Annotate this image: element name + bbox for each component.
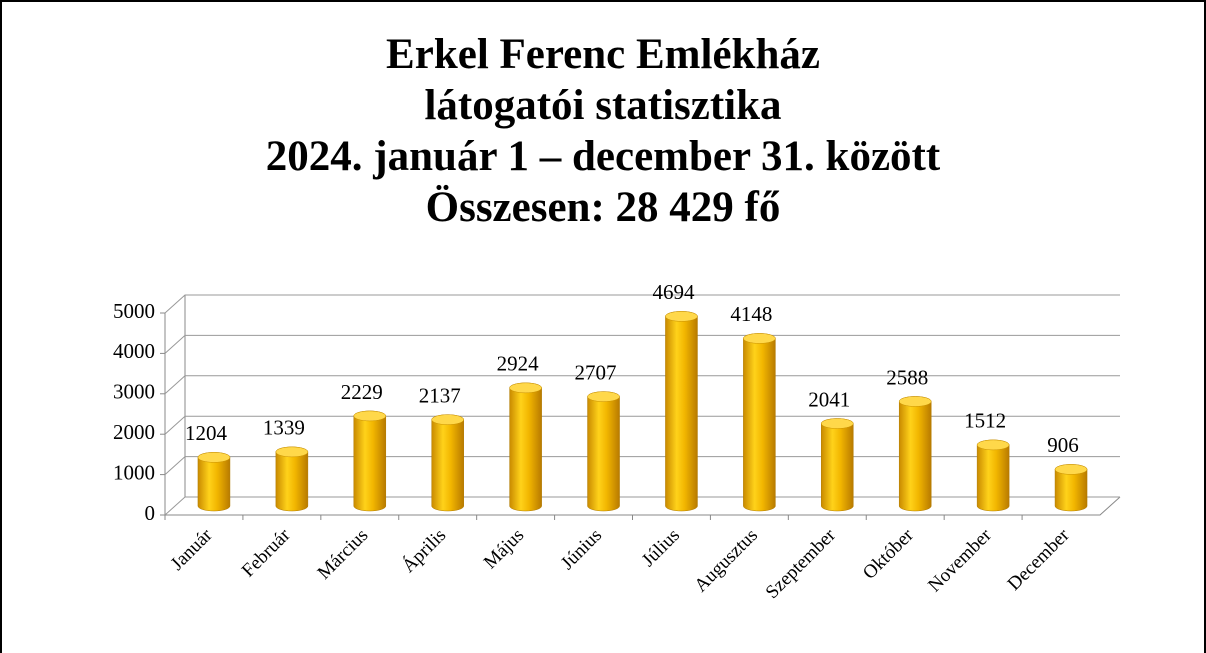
y-tick-label: 3000 bbox=[113, 380, 155, 404]
value-label: 1204 bbox=[185, 421, 228, 445]
bar bbox=[587, 391, 620, 512]
bar-cap bbox=[353, 410, 387, 422]
value-label: 2137 bbox=[419, 383, 461, 407]
bar-cap bbox=[431, 414, 464, 425]
x-tick-label: Március bbox=[314, 525, 373, 584]
x-tick-label: Szeptember bbox=[762, 524, 841, 603]
value-label: 1339 bbox=[263, 416, 305, 440]
bar-cap bbox=[976, 439, 1010, 451]
value-label: 2041 bbox=[808, 387, 850, 411]
chart-title: Összesen: 28 429 fő bbox=[426, 184, 781, 231]
grid-line bbox=[164, 294, 1120, 314]
x-tick-label: Február bbox=[238, 524, 295, 581]
bar-cap bbox=[587, 391, 620, 402]
x-tick-label: Április bbox=[397, 524, 450, 577]
value-label: 906 bbox=[1047, 433, 1079, 457]
x-tick-label: Június bbox=[557, 525, 606, 574]
bar bbox=[898, 396, 932, 512]
value-label: 1512 bbox=[964, 409, 1006, 433]
bar-cap bbox=[509, 382, 542, 394]
grid-line bbox=[164, 496, 1120, 516]
grid-line bbox=[164, 456, 1120, 475]
bar-cap bbox=[197, 452, 231, 463]
bar-cap bbox=[665, 311, 698, 322]
x-tick-label: Október bbox=[859, 524, 918, 583]
y-tick-label: 1000 bbox=[113, 460, 155, 484]
chart-title: látogatói statisztika bbox=[424, 82, 781, 129]
grid-line bbox=[164, 334, 1120, 354]
y-tick-label: 2000 bbox=[113, 420, 155, 444]
y-tick-label: 0 bbox=[145, 501, 156, 525]
bar bbox=[509, 382, 542, 512]
bar bbox=[976, 439, 1010, 512]
bar-cap bbox=[275, 446, 309, 458]
value-label: 2588 bbox=[886, 365, 928, 389]
grid-line bbox=[164, 415, 1120, 435]
bar-cap bbox=[821, 418, 854, 429]
x-tick-label: Május bbox=[480, 525, 528, 573]
x-tick-label: November bbox=[924, 524, 996, 596]
value-label: 2924 bbox=[497, 352, 540, 376]
value-label: 2707 bbox=[575, 360, 617, 384]
y-tick-label: 5000 bbox=[113, 299, 155, 323]
chart-title: 2024. január 1 – december 31. között bbox=[266, 133, 941, 180]
x-tick-label: Július bbox=[638, 525, 684, 571]
bar bbox=[353, 410, 387, 512]
chart-title: Erkel Ferenc Emlékház bbox=[386, 31, 820, 78]
y-tick-label: 4000 bbox=[113, 339, 155, 363]
floor bbox=[165, 496, 1121, 516]
x-tick-label: Január bbox=[167, 524, 217, 574]
bar bbox=[821, 418, 854, 512]
value-label: 4694 bbox=[652, 280, 695, 304]
bar bbox=[743, 333, 776, 512]
bar-cap bbox=[743, 333, 776, 344]
x-tick-label: Augusztus bbox=[690, 525, 762, 597]
grid-line bbox=[164, 375, 1120, 395]
value-label: 2229 bbox=[341, 380, 383, 404]
bar bbox=[665, 311, 698, 512]
value-label: 4148 bbox=[730, 302, 772, 326]
x-tick-label: December bbox=[1004, 524, 1075, 595]
bar-cap bbox=[898, 396, 932, 407]
bar-cap bbox=[1054, 464, 1088, 475]
bar bbox=[431, 414, 464, 512]
